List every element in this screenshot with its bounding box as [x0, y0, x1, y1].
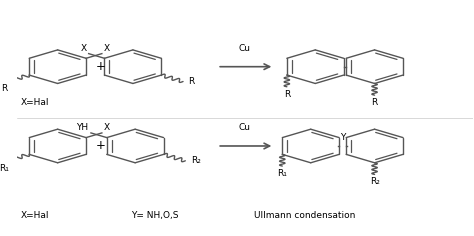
Text: +: +: [96, 60, 106, 73]
Text: Ullmann condensation: Ullmann condensation: [254, 211, 355, 220]
Text: R: R: [372, 98, 378, 107]
Text: R: R: [189, 77, 195, 86]
Text: +: +: [96, 139, 106, 152]
Text: R₂: R₂: [370, 177, 380, 186]
Text: X: X: [80, 44, 86, 53]
Text: R: R: [284, 89, 290, 99]
Text: YH: YH: [76, 123, 89, 132]
Text: Y: Y: [340, 134, 346, 143]
Text: Y= NH,O,S: Y= NH,O,S: [131, 211, 178, 220]
Text: X: X: [104, 123, 110, 132]
Text: R₁: R₁: [277, 169, 287, 178]
Text: R: R: [1, 84, 7, 93]
Text: X=Hal: X=Hal: [21, 211, 50, 220]
Text: Cu: Cu: [238, 123, 251, 132]
Text: Cu: Cu: [238, 44, 251, 53]
Text: X=Hal: X=Hal: [21, 98, 50, 107]
Text: R₂: R₂: [191, 156, 201, 165]
Text: R₁: R₁: [0, 164, 9, 173]
Text: X: X: [104, 44, 110, 53]
